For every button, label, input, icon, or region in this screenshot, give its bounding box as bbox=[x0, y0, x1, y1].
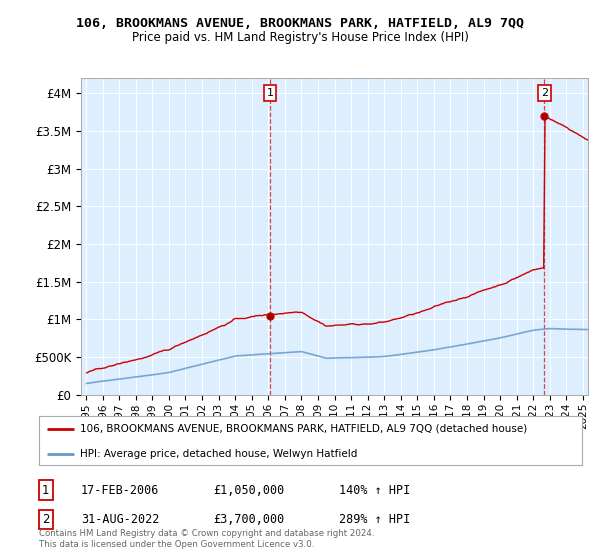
Text: 1: 1 bbox=[267, 88, 274, 98]
Text: 140% ↑ HPI: 140% ↑ HPI bbox=[339, 483, 410, 497]
Text: 17-FEB-2006: 17-FEB-2006 bbox=[81, 483, 160, 497]
Text: Price paid vs. HM Land Registry's House Price Index (HPI): Price paid vs. HM Land Registry's House … bbox=[131, 31, 469, 44]
Text: £3,700,000: £3,700,000 bbox=[213, 513, 284, 526]
Text: HPI: Average price, detached house, Welwyn Hatfield: HPI: Average price, detached house, Welw… bbox=[80, 449, 357, 459]
Text: 1: 1 bbox=[42, 483, 49, 497]
Text: 31-AUG-2022: 31-AUG-2022 bbox=[81, 513, 160, 526]
Text: 106, BROOKMANS AVENUE, BROOKMANS PARK, HATFIELD, AL9 7QQ: 106, BROOKMANS AVENUE, BROOKMANS PARK, H… bbox=[76, 17, 524, 30]
Text: 2: 2 bbox=[541, 88, 548, 98]
Text: 106, BROOKMANS AVENUE, BROOKMANS PARK, HATFIELD, AL9 7QQ (detached house): 106, BROOKMANS AVENUE, BROOKMANS PARK, H… bbox=[80, 424, 527, 434]
Text: £1,050,000: £1,050,000 bbox=[213, 483, 284, 497]
Text: Contains HM Land Registry data © Crown copyright and database right 2024.
This d: Contains HM Land Registry data © Crown c… bbox=[39, 529, 374, 549]
Text: 2: 2 bbox=[42, 513, 49, 526]
Text: 289% ↑ HPI: 289% ↑ HPI bbox=[339, 513, 410, 526]
